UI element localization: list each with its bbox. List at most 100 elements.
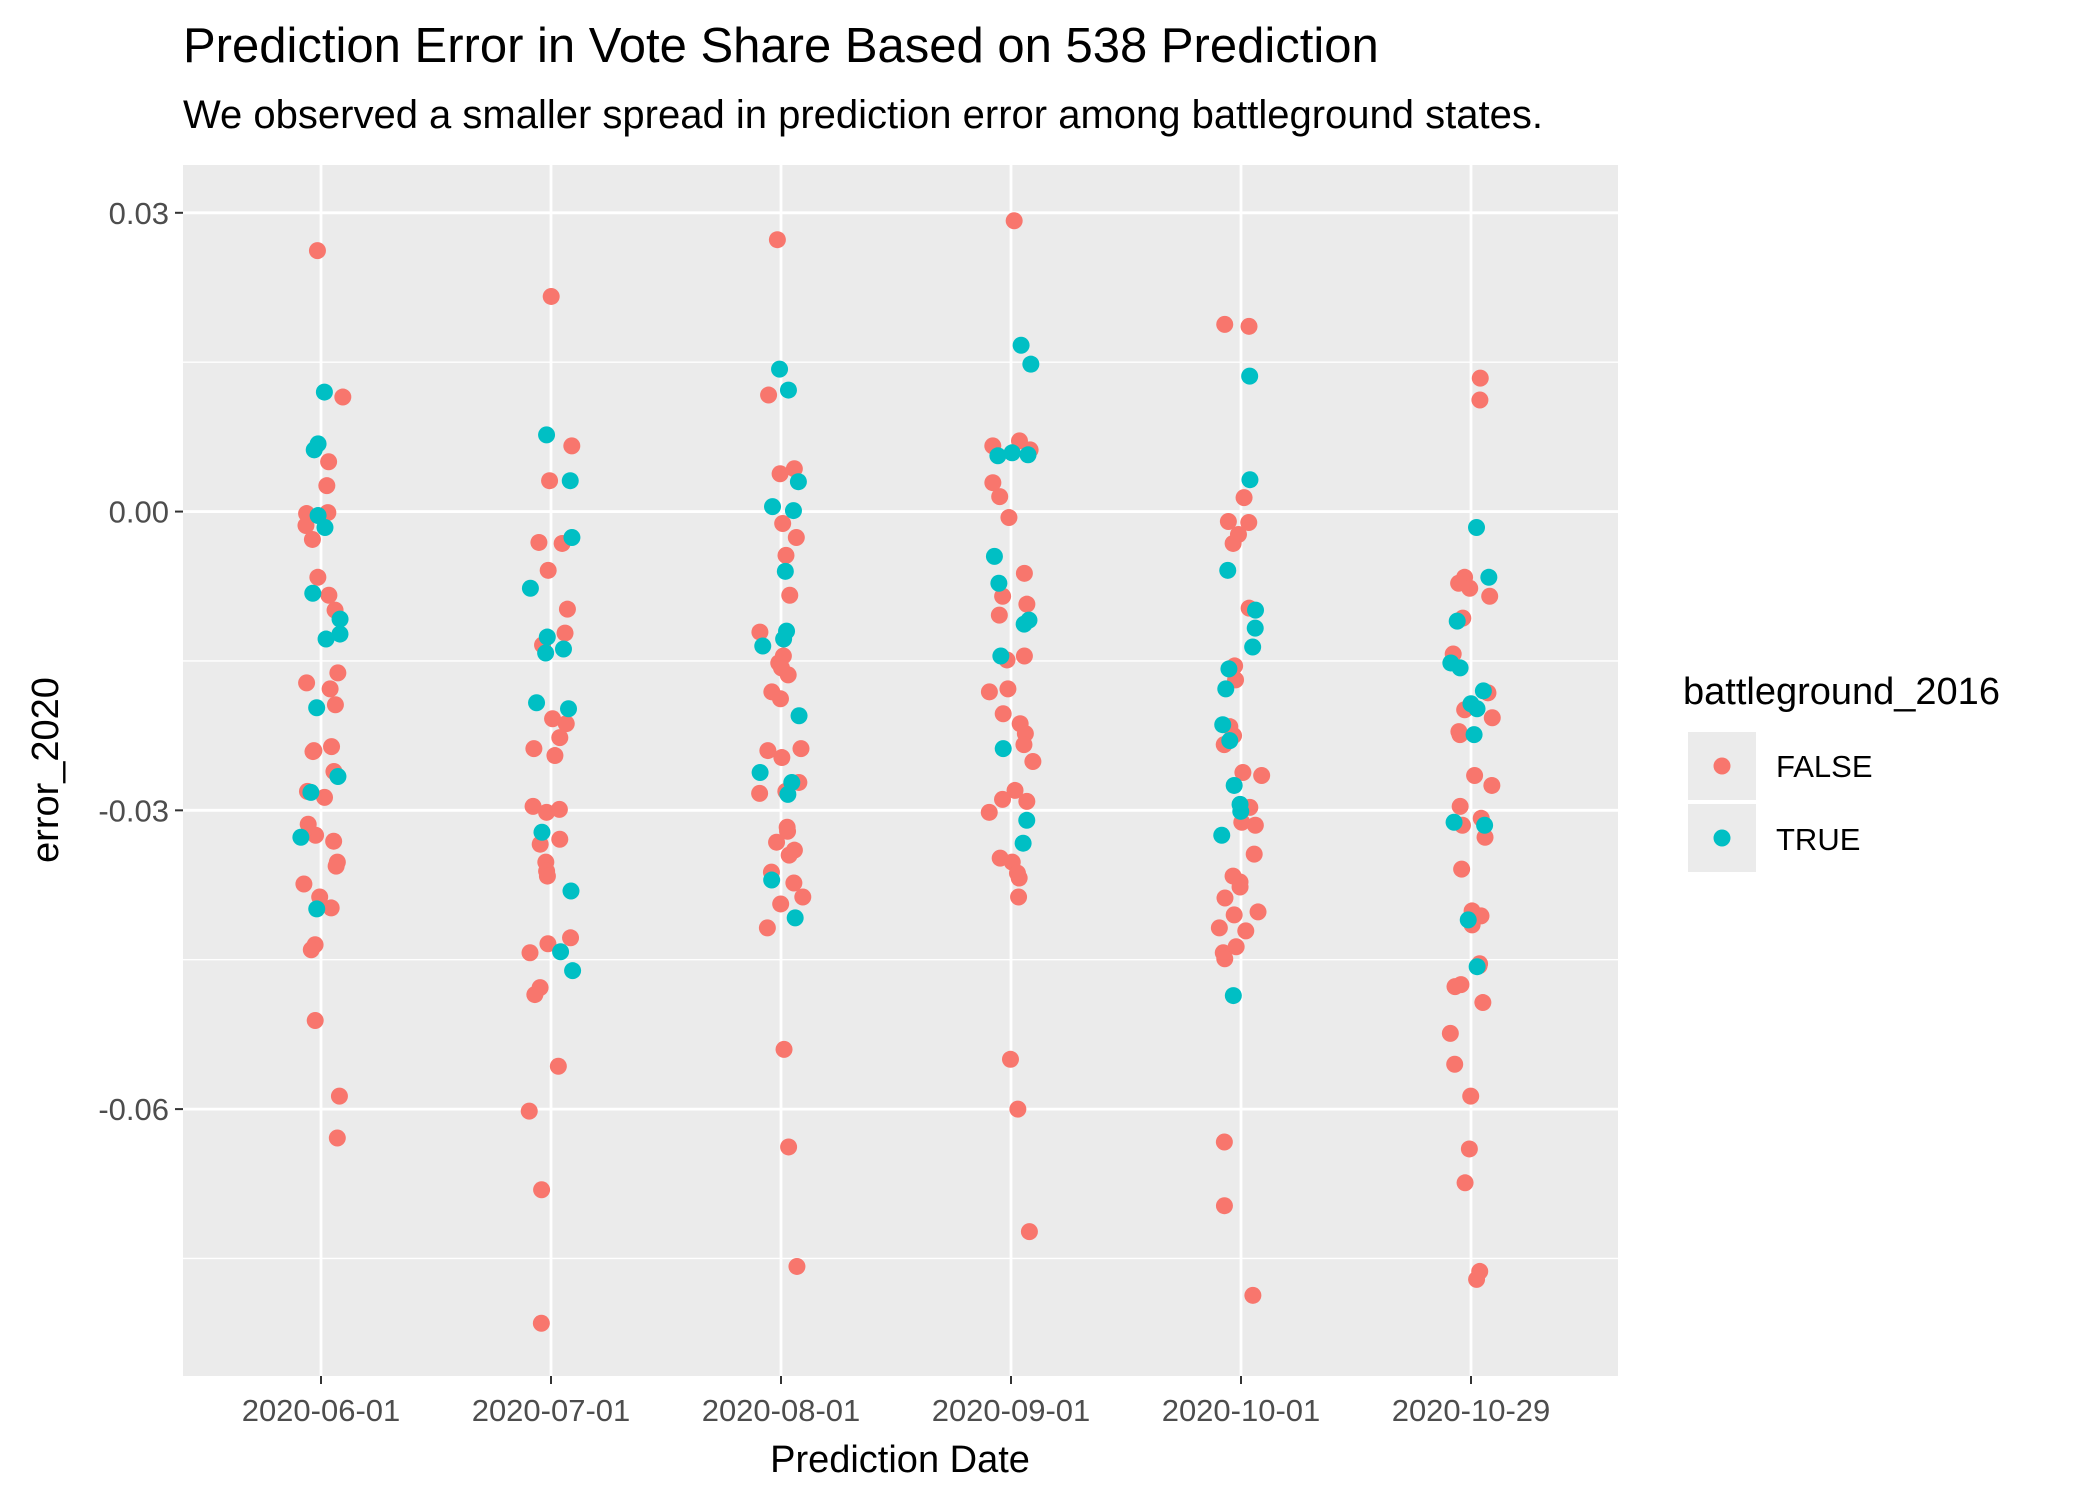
point-false	[780, 1138, 798, 1156]
point-false	[1249, 903, 1267, 921]
point-false	[526, 986, 544, 1004]
point-false	[1215, 1133, 1233, 1151]
point-false	[541, 472, 559, 490]
chart-subtitle: We observed a smaller spread in predicti…	[183, 93, 1543, 137]
point-true	[1022, 355, 1040, 373]
point-false	[298, 674, 316, 692]
point-true	[789, 473, 807, 491]
point-false	[321, 680, 339, 698]
point-true	[786, 909, 804, 927]
point-false	[539, 561, 557, 579]
point-true	[1480, 568, 1498, 586]
point-true	[1225, 776, 1243, 794]
point-false	[1253, 766, 1271, 784]
point-false	[538, 803, 556, 821]
point-false	[779, 666, 797, 684]
point-false	[530, 533, 548, 551]
point-true	[315, 383, 333, 401]
point-true	[317, 630, 335, 648]
point-true	[1241, 471, 1259, 489]
point-false	[318, 477, 336, 495]
point-false	[549, 1057, 567, 1075]
point-true	[754, 637, 772, 655]
point-true	[779, 785, 797, 803]
y-tick-label: 0.00	[109, 495, 169, 530]
point-false	[1018, 792, 1036, 810]
x-tick-label: 2020-07-01	[472, 1393, 631, 1428]
point-false	[1460, 1140, 1478, 1158]
point-false	[772, 895, 790, 913]
x-axis-title: Prediction Date	[770, 1439, 1030, 1481]
plot-panel	[183, 165, 1618, 1376]
point-false	[771, 690, 789, 708]
point-false	[788, 1257, 806, 1275]
point-false	[1474, 994, 1492, 1012]
point-true	[763, 871, 781, 889]
point-true	[1214, 716, 1232, 734]
legend-label-false: FALSE	[1776, 749, 1873, 784]
point-false	[546, 747, 564, 765]
point-false	[1446, 1055, 1464, 1073]
point-false	[1216, 315, 1234, 333]
point-false	[304, 743, 322, 761]
point-false	[991, 488, 1009, 506]
point-false	[792, 740, 810, 758]
point-false	[1446, 978, 1464, 996]
point-false	[308, 242, 326, 260]
point-false	[768, 833, 786, 851]
point-true	[1217, 680, 1235, 698]
point-false	[1235, 489, 1253, 507]
point-false	[758, 919, 776, 937]
point-false	[785, 874, 803, 892]
point-true	[1219, 561, 1237, 579]
point-false	[320, 586, 338, 604]
point-false	[1453, 860, 1471, 878]
point-false	[1010, 888, 1028, 906]
point-false	[994, 790, 1012, 808]
point-false	[751, 623, 769, 641]
point-true	[790, 707, 808, 725]
point-true	[308, 699, 326, 717]
point-true	[1018, 811, 1036, 829]
point-true	[1468, 519, 1486, 537]
point-false	[994, 705, 1012, 723]
point-false	[787, 528, 805, 546]
point-false	[1451, 797, 1469, 815]
point-false	[329, 664, 347, 682]
point-true	[764, 498, 782, 516]
point-false	[539, 935, 557, 953]
legend-dot-false	[1713, 757, 1731, 775]
point-true	[563, 528, 581, 546]
point-false	[295, 875, 313, 893]
point-true	[989, 447, 1007, 465]
point-true	[309, 435, 327, 453]
point-true	[779, 381, 797, 399]
point-false	[1216, 889, 1234, 907]
point-false	[1476, 828, 1494, 846]
legend-title: battleground_2016	[1683, 671, 2000, 713]
point-false	[1219, 513, 1237, 531]
point-false	[557, 715, 575, 733]
point-true	[1244, 638, 1262, 656]
point-true	[304, 584, 322, 602]
point-true	[329, 767, 347, 785]
point-true	[562, 882, 580, 900]
point-false	[551, 729, 569, 747]
point-true	[537, 644, 555, 662]
point-false	[1483, 709, 1501, 727]
point-false	[563, 437, 581, 455]
point-false	[984, 474, 1002, 492]
point-false	[532, 1314, 550, 1332]
point-true	[308, 900, 326, 918]
point-false	[1244, 1286, 1262, 1304]
point-false	[1471, 369, 1489, 387]
point-false	[520, 1102, 538, 1120]
point-true	[521, 579, 539, 597]
point-true	[331, 625, 349, 643]
point-false	[521, 944, 539, 962]
point-false	[785, 460, 803, 478]
point-false	[1006, 781, 1024, 799]
point-false	[323, 738, 341, 756]
point-false	[990, 606, 1008, 624]
point-false	[1483, 776, 1501, 794]
